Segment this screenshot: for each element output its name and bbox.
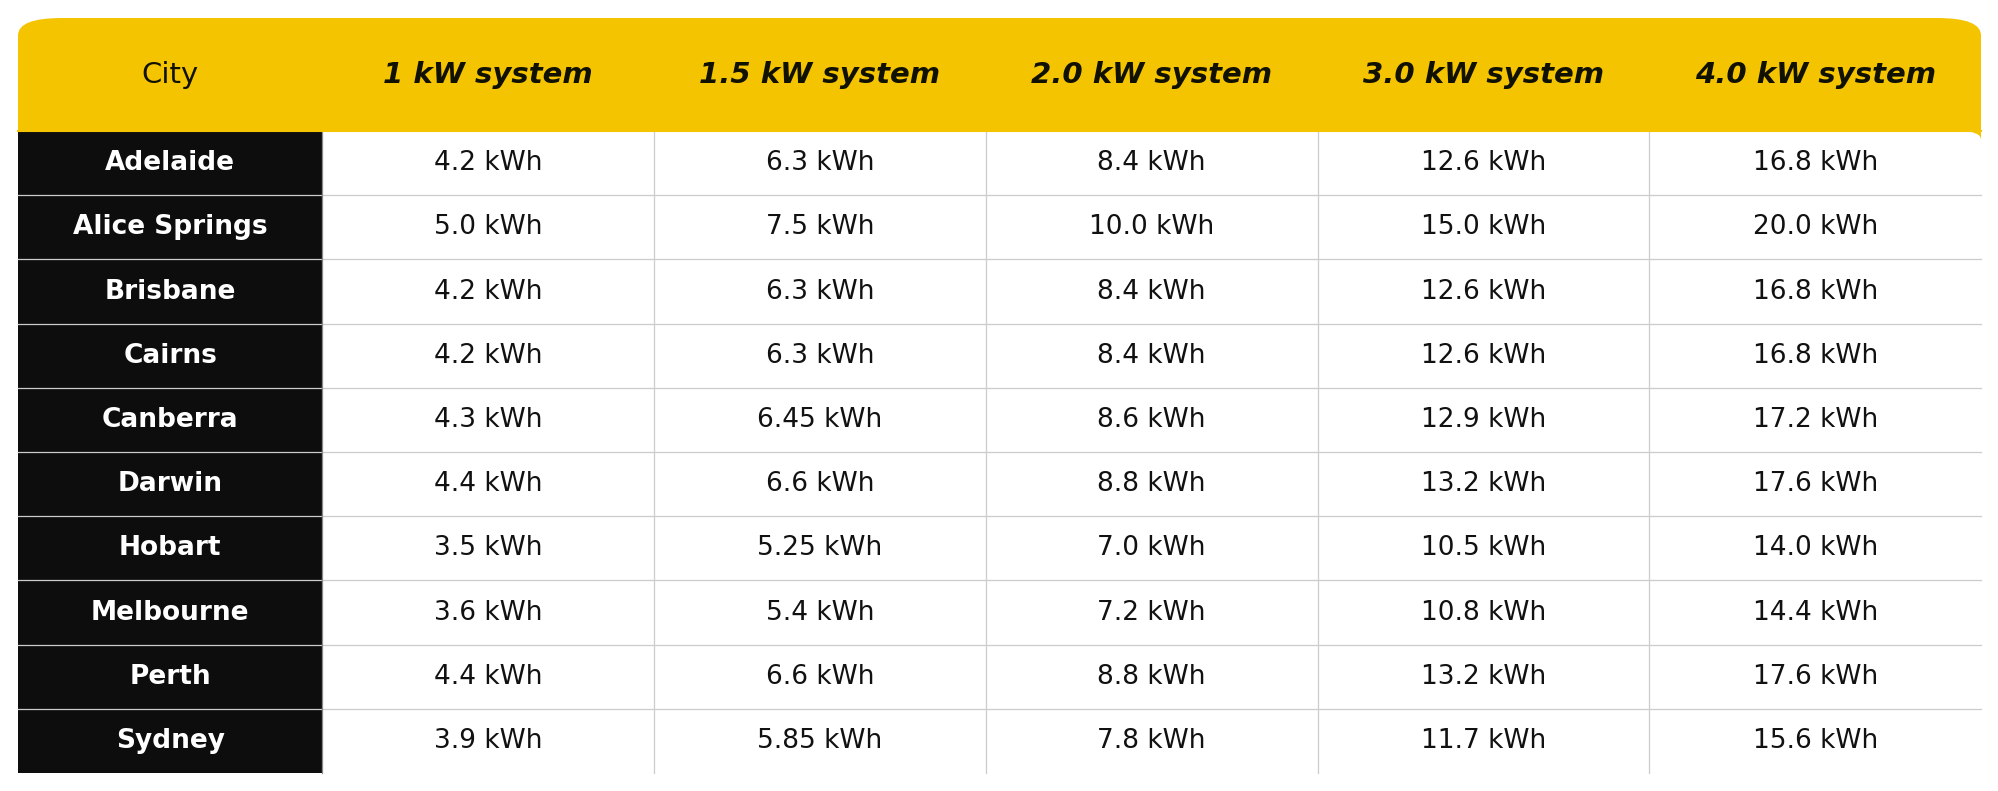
Text: 7.2 kWh: 7.2 kWh [1097, 600, 1205, 626]
Text: Perth: Perth [130, 664, 212, 690]
Text: 11.7 kWh: 11.7 kWh [1421, 728, 1544, 754]
Text: 10.8 kWh: 10.8 kWh [1421, 600, 1544, 626]
Text: 2.0 kW system: 2.0 kW system [1031, 61, 1271, 89]
Text: 8.8 kWh: 8.8 kWh [1097, 664, 1205, 690]
FancyBboxPatch shape [18, 517, 322, 581]
Text: 4.4 kWh: 4.4 kWh [434, 471, 541, 497]
Text: 20.0 kWh: 20.0 kWh [1752, 214, 1876, 240]
Text: 5.25 kWh: 5.25 kWh [757, 536, 883, 562]
Text: 17.6 kWh: 17.6 kWh [1752, 471, 1876, 497]
Text: Alice Springs: Alice Springs [72, 214, 268, 240]
FancyBboxPatch shape [18, 452, 322, 517]
FancyBboxPatch shape [18, 709, 322, 773]
Text: Cairns: Cairns [124, 343, 218, 369]
Text: 5.0 kWh: 5.0 kWh [434, 214, 541, 240]
Text: 12.6 kWh: 12.6 kWh [1421, 150, 1544, 176]
Text: 13.2 kWh: 13.2 kWh [1421, 471, 1544, 497]
FancyBboxPatch shape [18, 324, 322, 388]
Text: 7.0 kWh: 7.0 kWh [1097, 536, 1205, 562]
Text: 1 kW system: 1 kW system [384, 61, 593, 89]
Text: 12.6 kWh: 12.6 kWh [1421, 343, 1544, 369]
FancyBboxPatch shape [18, 388, 322, 452]
Text: 6.3 kWh: 6.3 kWh [765, 343, 873, 369]
Text: 6.6 kWh: 6.6 kWh [765, 471, 873, 497]
Text: 3.0 kW system: 3.0 kW system [1363, 61, 1602, 89]
Text: 8.8 kWh: 8.8 kWh [1097, 471, 1205, 497]
Text: 10.5 kWh: 10.5 kWh [1421, 536, 1544, 562]
Text: 14.0 kWh: 14.0 kWh [1752, 536, 1876, 562]
Text: Canberra: Canberra [102, 407, 238, 433]
Text: 3.9 kWh: 3.9 kWh [434, 728, 541, 754]
Text: 4.3 kWh: 4.3 kWh [434, 407, 541, 433]
Text: 8.4 kWh: 8.4 kWh [1097, 150, 1205, 176]
Text: 6.6 kWh: 6.6 kWh [765, 664, 873, 690]
Text: 13.2 kWh: 13.2 kWh [1421, 664, 1544, 690]
Text: 8.4 kWh: 8.4 kWh [1097, 278, 1205, 305]
Text: 4.4 kWh: 4.4 kWh [434, 664, 541, 690]
Text: Melbourne: Melbourne [90, 600, 250, 626]
Text: Hobart: Hobart [118, 536, 222, 562]
Text: 7.8 kWh: 7.8 kWh [1097, 728, 1205, 754]
Text: 14.4 kWh: 14.4 kWh [1752, 600, 1876, 626]
Text: 4.2 kWh: 4.2 kWh [434, 278, 541, 305]
Text: 8.4 kWh: 8.4 kWh [1097, 343, 1205, 369]
FancyBboxPatch shape [18, 581, 322, 645]
FancyBboxPatch shape [18, 645, 322, 709]
FancyBboxPatch shape [18, 131, 322, 195]
Text: 5.85 kWh: 5.85 kWh [757, 728, 883, 754]
Text: 4.0 kW system: 4.0 kW system [1694, 61, 1934, 89]
Text: 17.2 kWh: 17.2 kWh [1752, 407, 1876, 433]
Text: 6.3 kWh: 6.3 kWh [765, 278, 873, 305]
Text: City: City [142, 61, 198, 89]
Text: 7.5 kWh: 7.5 kWh [765, 214, 873, 240]
Text: 12.9 kWh: 12.9 kWh [1421, 407, 1544, 433]
Text: Adelaide: Adelaide [106, 150, 236, 176]
FancyBboxPatch shape [18, 259, 322, 324]
FancyBboxPatch shape [18, 131, 1980, 773]
Text: 3.6 kWh: 3.6 kWh [434, 600, 541, 626]
Text: 5.4 kWh: 5.4 kWh [765, 600, 873, 626]
Text: 8.6 kWh: 8.6 kWh [1097, 407, 1205, 433]
Text: 6.45 kWh: 6.45 kWh [757, 407, 883, 433]
Text: Sydney: Sydney [116, 728, 224, 754]
Text: 4.2 kWh: 4.2 kWh [434, 343, 541, 369]
Text: 16.8 kWh: 16.8 kWh [1752, 343, 1876, 369]
Text: 16.8 kWh: 16.8 kWh [1752, 150, 1876, 176]
Text: 16.8 kWh: 16.8 kWh [1752, 278, 1876, 305]
Text: Brisbane: Brisbane [104, 278, 236, 305]
Text: 10.0 kWh: 10.0 kWh [1089, 214, 1213, 240]
Text: 6.3 kWh: 6.3 kWh [765, 150, 873, 176]
Text: 17.6 kWh: 17.6 kWh [1752, 664, 1876, 690]
FancyBboxPatch shape [18, 18, 1980, 773]
Text: 3.5 kWh: 3.5 kWh [434, 536, 541, 562]
Text: 4.2 kWh: 4.2 kWh [434, 150, 541, 176]
Text: Darwin: Darwin [118, 471, 222, 497]
FancyBboxPatch shape [18, 195, 322, 259]
Text: 15.6 kWh: 15.6 kWh [1752, 728, 1876, 754]
Text: 1.5 kW system: 1.5 kW system [699, 61, 939, 89]
Text: 12.6 kWh: 12.6 kWh [1421, 278, 1544, 305]
Text: 15.0 kWh: 15.0 kWh [1421, 214, 1544, 240]
